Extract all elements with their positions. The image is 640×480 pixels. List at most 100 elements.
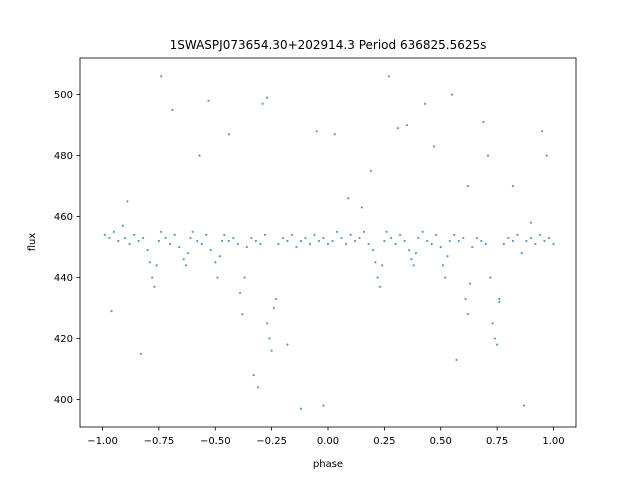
data-point	[290, 233, 294, 236]
data-point	[299, 407, 303, 410]
data-point	[390, 236, 393, 240]
data-point	[534, 242, 537, 246]
data-point	[333, 133, 336, 136]
y-tick-label: 500	[54, 90, 73, 101]
data-point	[421, 230, 424, 233]
data-point	[439, 245, 442, 249]
data-point	[450, 93, 454, 96]
x-tick-label: 0.00	[317, 436, 339, 447]
data-point	[491, 322, 494, 325]
data-point	[466, 184, 469, 188]
data-point	[453, 233, 456, 236]
data-point	[238, 291, 242, 294]
data-point	[529, 236, 533, 240]
data-point	[112, 230, 115, 233]
data-point	[220, 239, 224, 243]
data-point	[270, 349, 273, 352]
data-point	[432, 145, 436, 148]
data-point	[446, 255, 449, 258]
x-axis-label: phase	[313, 459, 343, 470]
data-point	[218, 255, 221, 258]
y-tick-label: 480	[54, 151, 73, 162]
data-point	[200, 242, 203, 246]
data-point	[414, 252, 418, 255]
data-point	[227, 239, 230, 243]
data-point	[198, 154, 201, 157]
data-point	[241, 313, 244, 316]
data-point	[383, 239, 386, 243]
data-point	[252, 374, 255, 377]
data-point	[275, 297, 278, 301]
data-point	[117, 239, 120, 243]
data-point	[358, 236, 361, 240]
data-point	[381, 264, 384, 267]
data-point	[110, 310, 113, 313]
data-point	[545, 154, 548, 157]
y-tick-label: 460	[54, 212, 73, 223]
data-point	[378, 285, 381, 288]
x-axis-ticks: −1.00 −0.75 −0.50 −0.25 0.00 0.25 0.50 0.75 1.00	[87, 427, 565, 447]
data-point	[286, 343, 289, 346]
data-point	[164, 236, 167, 240]
data-point	[480, 239, 483, 243]
y-axis-label: flux	[27, 233, 38, 252]
data-point	[153, 285, 156, 288]
data-point	[484, 242, 487, 246]
data-point	[353, 239, 357, 243]
data-point	[430, 242, 433, 246]
data-point	[331, 239, 334, 243]
data-point	[405, 123, 409, 127]
data-point	[216, 276, 219, 279]
data-point	[344, 242, 348, 246]
data-point	[182, 258, 185, 261]
data-point	[189, 236, 192, 240]
data-point	[455, 358, 458, 362]
data-point	[399, 233, 402, 236]
data-point	[142, 236, 145, 240]
data-point	[520, 252, 523, 255]
data-point	[227, 133, 230, 136]
data-point	[371, 249, 375, 252]
plot-area	[80, 58, 576, 427]
data-point	[281, 236, 285, 240]
data-point	[137, 239, 140, 243]
data-point	[347, 197, 350, 200]
data-point	[412, 264, 415, 267]
data-point	[157, 239, 161, 243]
data-point	[128, 242, 131, 246]
data-point	[362, 230, 366, 233]
data-point	[160, 75, 163, 78]
data-point	[525, 239, 528, 243]
data-point	[121, 224, 124, 227]
data-point	[232, 236, 235, 240]
data-point	[196, 239, 199, 243]
data-point	[541, 130, 544, 133]
data-point	[236, 242, 239, 246]
data-point	[410, 258, 413, 261]
data-point	[263, 233, 266, 236]
data-point	[511, 239, 514, 243]
data-point	[160, 230, 163, 233]
y-tick-label: 440	[54, 273, 73, 284]
data-point	[250, 236, 253, 240]
data-point	[489, 276, 492, 279]
data-point	[464, 297, 467, 301]
data-point	[360, 206, 363, 209]
y-tick-label: 420	[54, 334, 73, 345]
data-point	[403, 239, 406, 243]
data-point	[486, 154, 490, 157]
data-point	[435, 233, 438, 236]
data-point	[214, 261, 217, 264]
data-point	[457, 239, 460, 243]
y-tick-label: 400	[54, 395, 73, 406]
data-point	[516, 233, 519, 236]
x-tick-label: −0.50	[200, 436, 231, 447]
data-point	[523, 404, 526, 407]
data-point	[295, 245, 298, 249]
x-tick-label: 0.50	[430, 436, 452, 447]
data-point	[495, 343, 499, 346]
data-point	[322, 404, 325, 407]
data-point	[376, 276, 379, 279]
x-tick-label: 0.75	[486, 436, 508, 447]
